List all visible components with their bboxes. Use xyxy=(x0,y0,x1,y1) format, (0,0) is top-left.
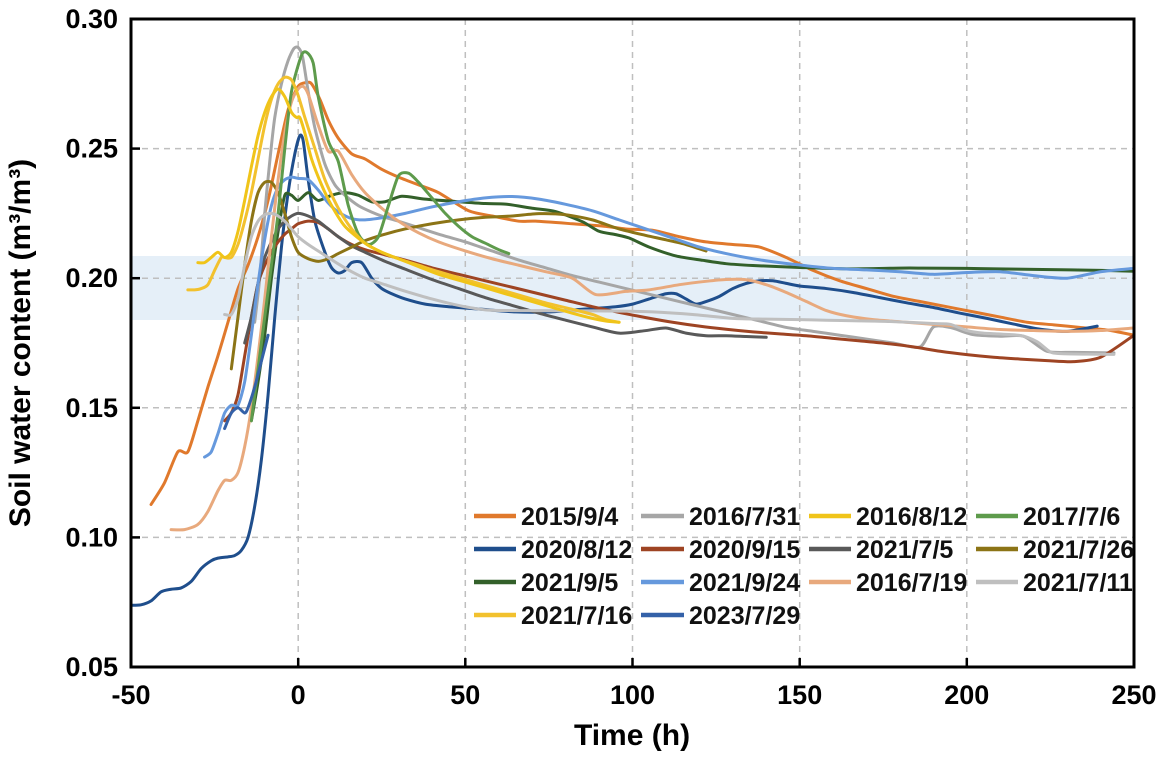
svg-text:2016/7/31: 2016/7/31 xyxy=(689,503,800,531)
svg-text:0.05: 0.05 xyxy=(65,652,118,682)
svg-text:2021/7/16: 2021/7/16 xyxy=(521,602,632,630)
svg-text:50: 50 xyxy=(450,680,480,710)
svg-text:0.25: 0.25 xyxy=(65,134,118,164)
svg-text:0.20: 0.20 xyxy=(65,263,118,293)
svg-text:2021/7/26: 2021/7/26 xyxy=(1023,536,1134,564)
svg-text:2023/7/29: 2023/7/29 xyxy=(689,602,800,630)
svg-text:0.10: 0.10 xyxy=(65,522,118,552)
svg-text:2021/9/24: 2021/9/24 xyxy=(689,569,800,597)
svg-text:2021/7/5: 2021/7/5 xyxy=(856,536,953,564)
svg-text:0.30: 0.30 xyxy=(65,4,118,34)
svg-text:2017/7/6: 2017/7/6 xyxy=(1023,503,1120,531)
svg-text:0: 0 xyxy=(291,680,306,710)
svg-text:Time (h): Time (h) xyxy=(574,719,690,752)
svg-text:200: 200 xyxy=(944,680,989,710)
svg-text:Soil water content (m³/m³): Soil water content (m³/m³) xyxy=(4,159,37,527)
svg-text:100: 100 xyxy=(610,680,655,710)
svg-text:2016/8/12: 2016/8/12 xyxy=(856,503,967,531)
svg-text:2020/9/15: 2020/9/15 xyxy=(689,536,800,564)
svg-text:250: 250 xyxy=(1111,680,1156,710)
svg-text:150: 150 xyxy=(777,680,822,710)
svg-text:2016/7/19: 2016/7/19 xyxy=(856,569,967,597)
svg-text:2015/9/4: 2015/9/4 xyxy=(521,503,618,531)
svg-text:2021/7/11: 2021/7/11 xyxy=(1023,569,1133,597)
svg-text:2020/8/12: 2020/8/12 xyxy=(521,536,632,564)
svg-text:2021/9/5: 2021/9/5 xyxy=(521,569,618,597)
svg-text:-50: -50 xyxy=(111,680,150,710)
svg-text:0.15: 0.15 xyxy=(65,393,118,423)
